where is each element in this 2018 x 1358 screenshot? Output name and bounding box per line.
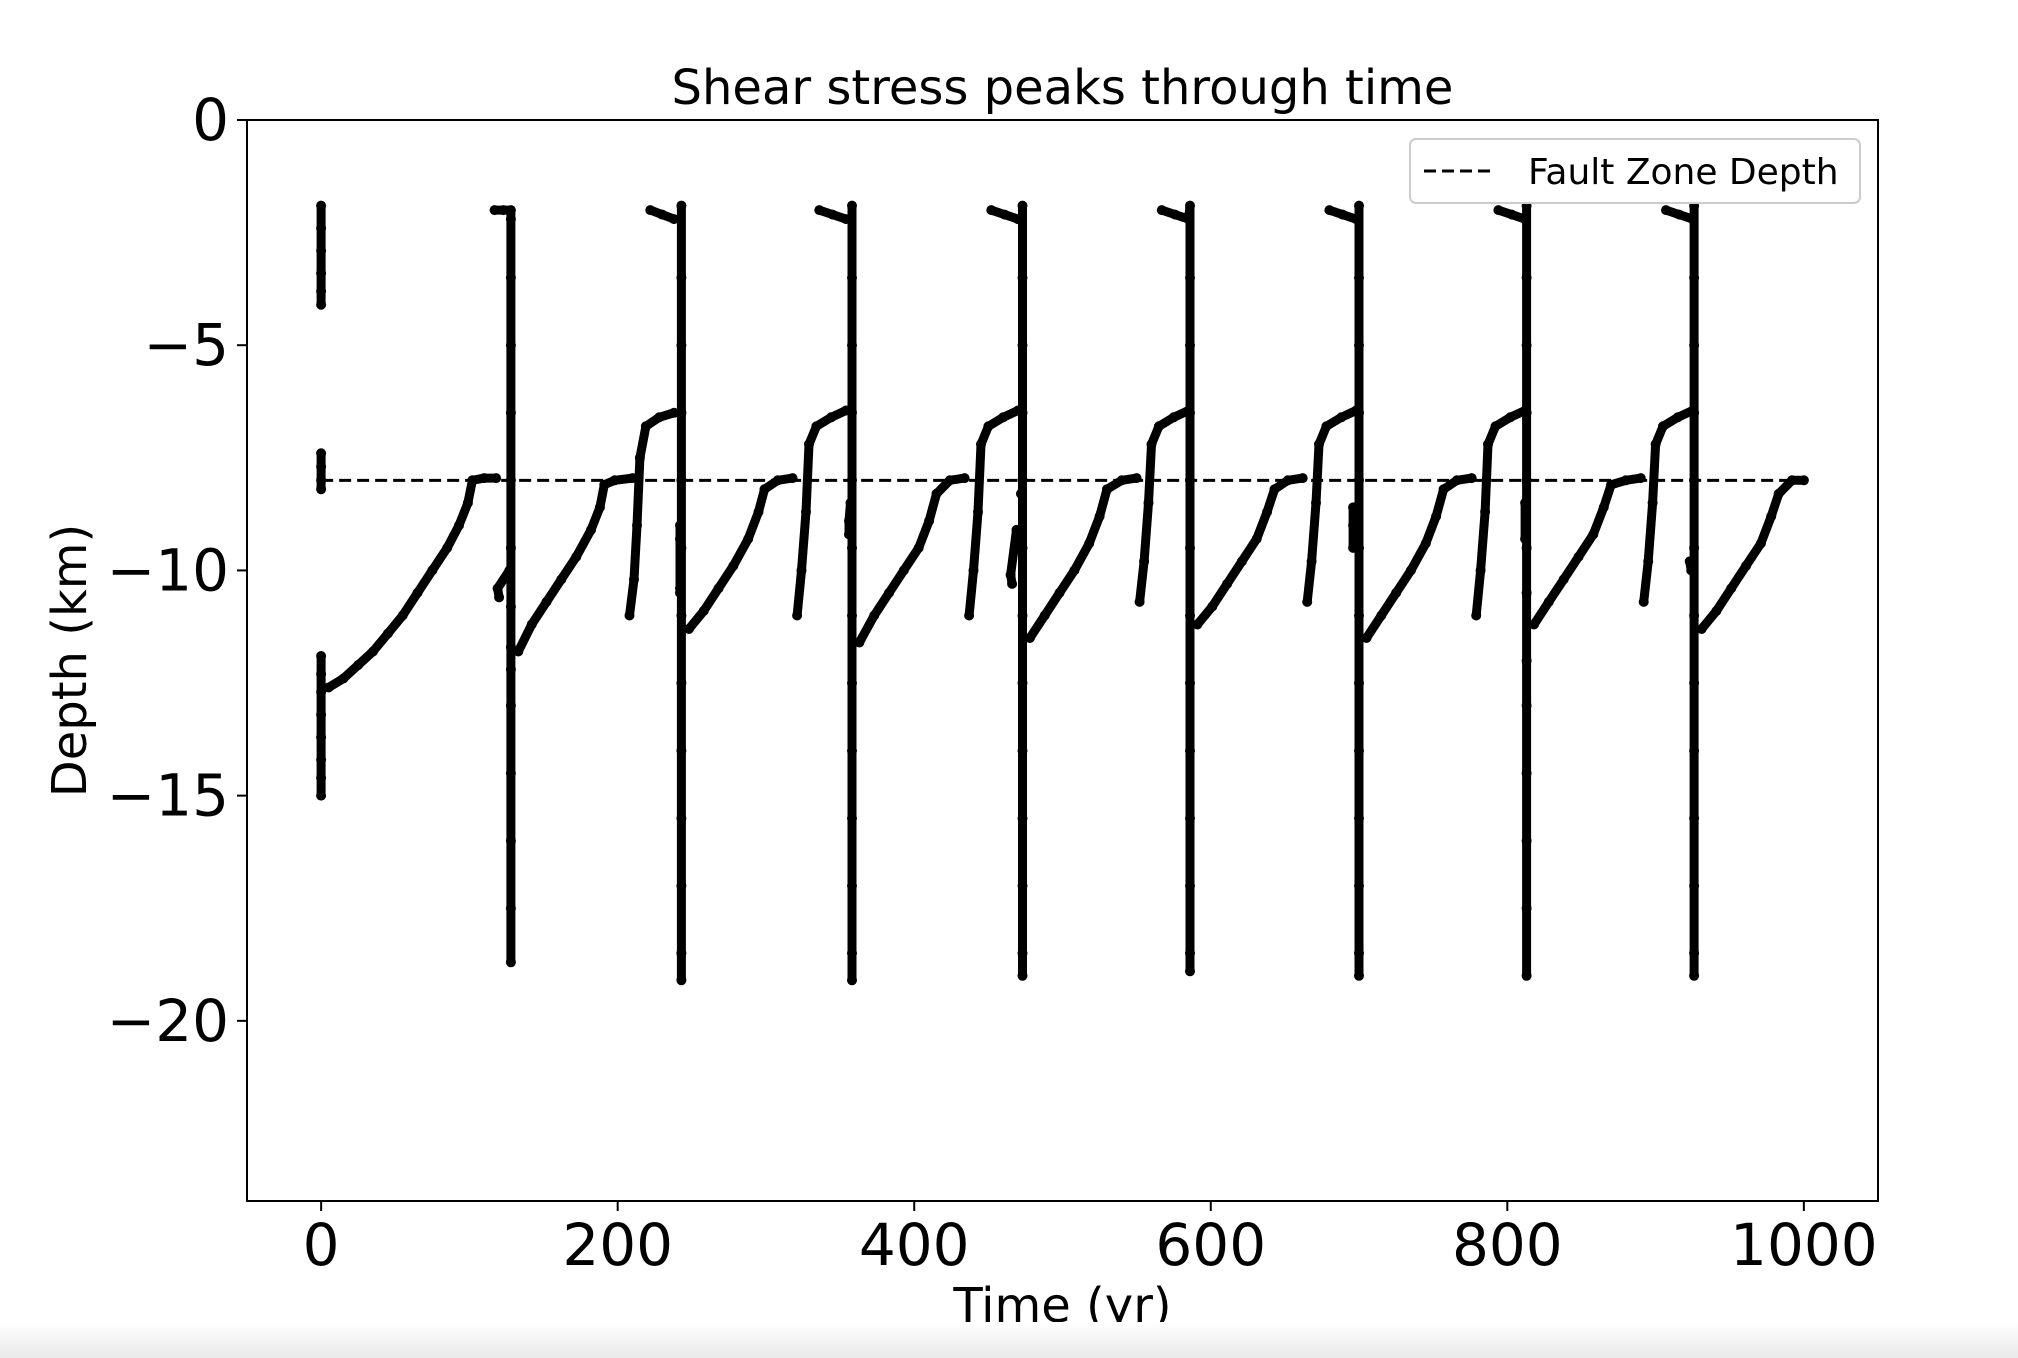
data-trace xyxy=(998,406,1023,422)
data-trace xyxy=(398,588,422,620)
data-trace xyxy=(629,520,642,584)
data-trace xyxy=(1588,502,1609,539)
x-tick-label: 600 xyxy=(1155,1211,1266,1279)
data-trace xyxy=(828,210,851,224)
y-tick-label: 0 xyxy=(192,86,229,154)
data-trace xyxy=(854,611,879,647)
y-tick-label: −15 xyxy=(107,762,229,830)
data-trace xyxy=(1421,511,1441,548)
y-axis-ticks: 0 −5 −10 −15 −20 xyxy=(107,86,247,1055)
data-trace xyxy=(1643,498,1658,566)
data-trace xyxy=(657,210,679,224)
data-trace xyxy=(914,516,934,553)
legend-entry-fault-zone-depth: Fault Zone Depth xyxy=(1528,152,1839,193)
y-tick-label: −20 xyxy=(107,987,229,1055)
data-trace xyxy=(654,408,679,422)
data-trace xyxy=(801,439,814,517)
legend-box xyxy=(1409,138,1861,204)
data-trace xyxy=(924,489,941,526)
data-trace xyxy=(1711,583,1736,616)
data-trace xyxy=(1476,507,1490,575)
data-trace xyxy=(728,534,753,571)
data-trace xyxy=(1639,556,1653,607)
x-tick-label: 400 xyxy=(859,1211,970,1279)
data-trace xyxy=(1000,210,1023,224)
data-trace xyxy=(1144,439,1156,508)
data-trace xyxy=(1139,498,1153,566)
data-trace xyxy=(635,421,651,463)
data-trace xyxy=(1135,556,1149,607)
data-trace xyxy=(792,565,806,620)
data-trace xyxy=(826,406,851,422)
data-trace xyxy=(1431,484,1449,521)
y-tick-label: −5 xyxy=(144,311,230,379)
data-trace xyxy=(1302,556,1317,607)
data-trace xyxy=(1207,579,1232,611)
data-trace xyxy=(571,525,596,562)
data-trace xyxy=(1069,538,1094,575)
data-trace xyxy=(1471,565,1486,620)
data-trace xyxy=(1006,570,1017,589)
data-trace xyxy=(1252,507,1272,544)
plot-marks xyxy=(316,200,1809,986)
data-trace xyxy=(1095,484,1112,521)
data-trace xyxy=(625,574,639,620)
data-trace xyxy=(797,507,811,575)
data-trace xyxy=(743,507,763,544)
data-trace xyxy=(1406,538,1431,575)
data-trace xyxy=(1040,588,1064,620)
data-trace xyxy=(527,597,551,629)
data-trace xyxy=(973,439,986,517)
data-trace xyxy=(969,507,983,575)
data-trace xyxy=(1084,511,1105,548)
x-axis-ticks: 0 200 400 600 800 1000 xyxy=(303,1201,1878,1279)
data-trace xyxy=(1006,525,1021,580)
data-trace xyxy=(1480,439,1493,517)
data-trace xyxy=(1307,498,1321,566)
window-bottom-edge xyxy=(0,1322,2018,1358)
y-axis-label: Depth (km) xyxy=(42,524,98,797)
data-trace xyxy=(1529,597,1554,629)
data-trace xyxy=(1311,439,1324,508)
plot-frame xyxy=(246,119,1879,1202)
x-tick-label: 800 xyxy=(1452,1211,1563,1279)
y-tick-label: −10 xyxy=(107,536,229,604)
data-trace xyxy=(699,583,723,616)
legend: Fault Zone Depth xyxy=(1409,138,1861,204)
data-trace xyxy=(1338,210,1361,224)
data-trace xyxy=(964,565,978,620)
x-tick-label: 1000 xyxy=(1730,1211,1878,1279)
data-trace xyxy=(513,620,537,656)
data-trace xyxy=(1376,588,1401,620)
chart-title: Shear stress peaks through time xyxy=(672,60,1454,116)
data-trace xyxy=(1336,406,1361,422)
data-trace xyxy=(869,588,894,620)
data-trace xyxy=(1756,511,1776,548)
data-trace xyxy=(632,453,645,530)
data-trace xyxy=(1648,439,1661,508)
x-tick-label: 0 xyxy=(303,1211,340,1279)
x-tick-label: 200 xyxy=(562,1211,673,1279)
